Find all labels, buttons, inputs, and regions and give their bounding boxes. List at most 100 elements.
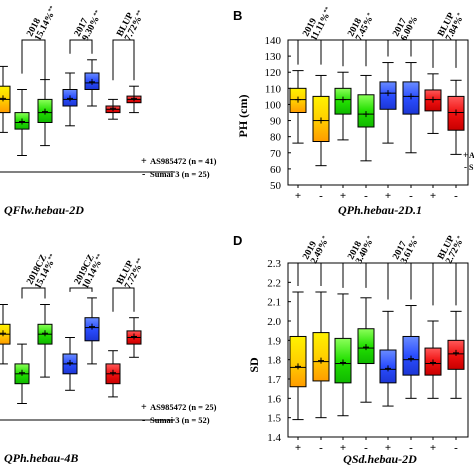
x-tick-label-d-6: +: [430, 442, 436, 454]
y-tick-label-d-4: 1.8: [267, 355, 281, 367]
x-tick-label-b-4: +: [385, 190, 391, 202]
group-header-c-3: BLUP7.72%**: [115, 253, 147, 290]
significance-bracket-c-3: [112, 287, 135, 312]
group-header-star: **: [136, 258, 144, 266]
legend-entry-a-1-label: AS985472 (n = 41): [150, 156, 217, 166]
mean-marker-d-0-1: [318, 357, 324, 364]
panel-c-legend: + AS985472 (n = 25) - Sumai 3 (n = 52): [141, 402, 217, 426]
y-tick-label-b-9: 140: [265, 35, 282, 47]
x-tick-label-b-0: +: [295, 190, 301, 202]
significance-bracket-d-1: [342, 262, 367, 288]
group-header-c-1: 2018CZ15.14%**: [25, 249, 59, 290]
mean-marker-c-0-0: [0, 330, 6, 337]
legend-entry-a-1: +: [141, 156, 147, 167]
significance-bracket-d-3: [432, 262, 457, 306]
x-tick-label-b-6: +: [430, 190, 436, 202]
legend-entry-a-2-label: Sumai 3 (n = 25): [150, 169, 210, 179]
mean-marker-c-3-1: [131, 333, 137, 340]
mean-marker-b-2-1: [408, 93, 414, 100]
group-header-c-2: 2019CZ10.14%**: [73, 249, 107, 290]
panel-b-marks: 50 60 70 80 90 100 110 120 130 140 201911.11%** 201…: [265, 6, 466, 202]
y-tick-label-d-6: 2.0: [267, 316, 281, 328]
mean-marker-a-0-0: [0, 95, 6, 102]
mean-marker-c-1-0: [19, 369, 25, 376]
mean-marker-b-0-1: [318, 117, 324, 124]
mean-marker-a-3-1: [131, 95, 137, 102]
panel-b-frame: [287, 39, 469, 186]
group-header-b-3: BLUP7.84%*: [436, 8, 466, 43]
group-header-star: **: [48, 253, 56, 261]
significance-bracket-d-0: [297, 262, 322, 286]
y-tick-label-d-5: 1.9: [267, 335, 281, 347]
group-header-star: *: [412, 235, 419, 240]
mean-marker-d-3-0: [430, 359, 436, 366]
group-header-b-1: 20187.45%*: [346, 8, 376, 43]
significance-bracket-a-3: [112, 39, 135, 81]
panel-d-frame: [287, 262, 469, 438]
panel-c-xlabel: QPh.hebau-4B: [4, 451, 78, 465]
y-tick-label-b-8: 130: [265, 51, 282, 63]
y-tick-label-b-7: 120: [265, 67, 282, 79]
panel-c: 2018CZ15.14%** 2019CZ10.14%**BLUP7.72%** …: [0, 249, 217, 465]
y-tick-label-d-8: 2.2: [267, 277, 281, 289]
panel-b: 50 60 70 80 90 100 110 120 130 140 201911.11%** 201…: [236, 6, 474, 217]
mean-marker-a-2-1: [89, 78, 95, 85]
mean-marker-d-1-0: [340, 359, 346, 366]
y-tick-label-d-9: 2.3: [267, 258, 281, 270]
legend-entry-b-2-label: S: [469, 163, 474, 172]
y-tick-label-b-5: 100: [265, 99, 282, 111]
mean-marker-d-0-0: [295, 363, 301, 370]
group-header-star: **: [93, 10, 101, 18]
panel-d-marks: 1.4 1.5 1.6 1.7 1.8 1.9 2.0 2.1 2.2 2.3 20192.49%*…: [267, 231, 466, 454]
box-d-0-1: [312, 332, 330, 382]
mean-marker-a-2-0: [67, 95, 73, 102]
mean-marker-c-1-1: [42, 330, 48, 337]
mean-marker-b-3-0: [430, 96, 436, 103]
y-tick-label-b-6: 110: [265, 83, 282, 95]
group-header-star: **: [95, 253, 103, 261]
legend-entry-a-2: -: [142, 169, 145, 180]
panel-b-ylabel: PH (cm): [236, 95, 250, 138]
mean-marker-d-3-1: [453, 349, 459, 356]
panel-c-marks: 2018CZ15.14%** 2019CZ10.14%**BLUP7.72%**: [0, 249, 147, 404]
significance-bracket-a-1: [21, 39, 46, 86]
mean-marker-c-2-0: [67, 359, 73, 366]
x-tick-label-d-3: -: [364, 442, 368, 454]
panel-a-legend: + AS985472 (n = 41) - Sumai 3 (n = 25): [141, 156, 217, 180]
group-header-d-3: BLUP2.72%*: [436, 231, 466, 266]
y-tick-label-b-1: 60: [270, 164, 282, 176]
group-header-b-2: 20176.00%: [391, 11, 420, 43]
significance-bracket-b-2: [387, 39, 412, 57]
group-header-star: *: [322, 235, 329, 240]
legend-entry-c-2: -: [142, 415, 145, 426]
x-tick-label-b-7: -: [454, 190, 458, 202]
significance-bracket-d-2: [387, 262, 412, 300]
mean-marker-c-3-0: [110, 369, 116, 376]
x-tick-label-d-2: +: [340, 442, 346, 454]
panel-letter-b: B: [233, 8, 242, 23]
significance-bracket-b-1: [342, 39, 367, 67]
mean-marker-a-1-1: [42, 108, 48, 115]
group-header-d-1: 20183.40%*: [346, 231, 376, 266]
mean-marker-a-3-0: [110, 105, 116, 112]
legend-entry-b-1-label: A: [469, 151, 474, 160]
mean-marker-b-1-0: [340, 96, 346, 103]
x-tick-label-d-4: +: [385, 442, 391, 454]
panel-b-xlabel: QPh.hebau-2D.1: [338, 203, 422, 217]
panel-b-legend: + A - S: [463, 150, 474, 172]
significance-bracket-c-2: [69, 287, 93, 292]
x-tick-label-d-7: -: [454, 442, 458, 454]
significance-bracket-b-3: [432, 39, 457, 68]
mean-marker-a-1-0: [19, 118, 25, 125]
panel-a: 201815.14%** 20179.30%** BLUP7.72%** + AS9…: [0, 5, 217, 217]
mean-marker-b-1-1: [363, 111, 369, 118]
group-header-d-0: 20192.49%*: [301, 231, 331, 266]
group-header-star: *: [367, 235, 374, 240]
legend-entry-b-1: +: [463, 150, 468, 160]
legend-entry-c-1-label: AS985472 (n = 25): [150, 402, 217, 412]
mean-marker-b-0-0: [295, 96, 301, 103]
panel-a-marks: 201815.14%** 20179.30%** BLUP7.72%**: [0, 5, 144, 156]
y-tick-label-d-7: 2.1: [267, 297, 281, 309]
mean-marker-d-2-0: [385, 365, 391, 372]
